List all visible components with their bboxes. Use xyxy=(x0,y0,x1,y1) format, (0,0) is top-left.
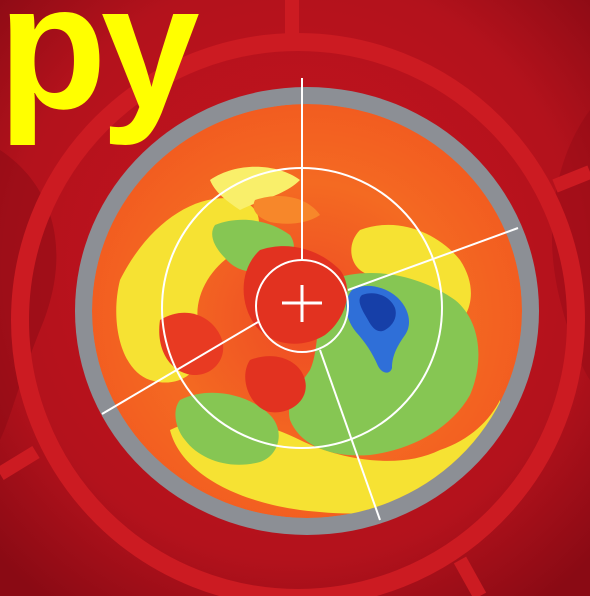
yellow-region xyxy=(210,166,300,210)
green-region xyxy=(175,392,279,465)
red-region xyxy=(243,246,348,344)
title-text: py xyxy=(0,0,200,146)
orange-swirl xyxy=(253,195,320,224)
crosshair xyxy=(101,78,519,521)
ozone-map xyxy=(92,104,522,518)
crosshair-line-right xyxy=(347,227,519,291)
red-region xyxy=(159,312,224,375)
crosshair-line-left xyxy=(101,321,259,415)
blue-region-core xyxy=(359,293,396,332)
red-region xyxy=(245,356,306,413)
crosshair-line-bottom xyxy=(319,349,381,521)
